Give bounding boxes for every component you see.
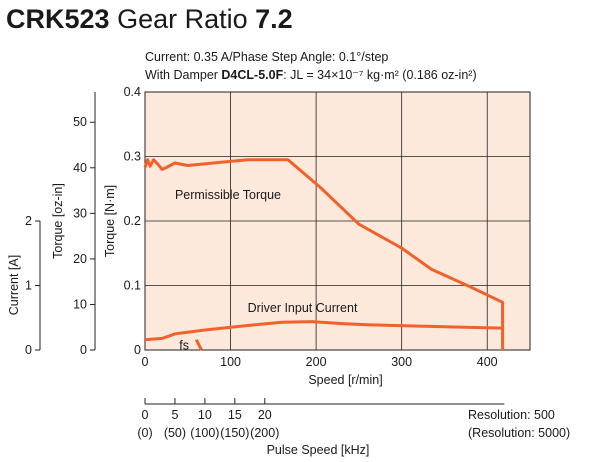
annotation-fs: fs bbox=[179, 338, 189, 352]
pulse-tick-label: 10 bbox=[198, 408, 212, 422]
pulse-axis-label: Pulse Speed [kHz] bbox=[267, 443, 370, 457]
pulse-tick-label: 0 bbox=[142, 408, 149, 422]
y-axis-label-current: Current [A] bbox=[7, 255, 21, 315]
annotation-driver-input-current: Driver Input Current bbox=[248, 301, 358, 315]
ozin-tick-label: 0 bbox=[80, 343, 87, 357]
x-tick-label: 100 bbox=[220, 355, 241, 369]
x-tick-label: 0 bbox=[142, 355, 149, 369]
series bbox=[143, 158, 505, 351]
x-tick-label: 400 bbox=[477, 355, 498, 369]
y-axis-label-ozin: Torque [oz-in] bbox=[51, 183, 65, 259]
current-tick-label: 1 bbox=[25, 279, 32, 293]
pulse-tick-label: 15 bbox=[228, 408, 242, 422]
ozin-tick-label: 20 bbox=[73, 252, 87, 266]
subtitle-line-2: With Damper D4CL-5.0F: JL = 34×10⁻⁷ kg·m… bbox=[145, 67, 477, 83]
pulse-tick-label-alt: (100) bbox=[190, 426, 219, 440]
subtitle-line-1: Current: 0.35 A/Phase Step Angle: 0.1°/s… bbox=[145, 50, 389, 64]
y-tick-label-nm: 0.1 bbox=[124, 279, 141, 293]
subtitle-suffix: : JL = 34×10⁻⁷ kg·m² (0.186 oz-in²) bbox=[283, 68, 477, 82]
pulse-tick-label: 5 bbox=[171, 408, 178, 422]
ozin-tick-label: 50 bbox=[73, 115, 87, 129]
y-axis-label-nm: Torque [N·m] bbox=[103, 185, 117, 257]
chart-title: CRK523 Gear Ratio 7.2 bbox=[6, 2, 293, 36]
series-fs bbox=[194, 339, 203, 351]
y-tick-label-nm: 0.3 bbox=[124, 150, 141, 164]
current-tick-label: 0 bbox=[25, 343, 32, 357]
gear-ratio-label: Gear Ratio bbox=[117, 4, 248, 34]
gear-ratio-value: 7.2 bbox=[255, 4, 293, 34]
x-tick-label: 300 bbox=[391, 355, 412, 369]
pulse-tick-label-alt: (200) bbox=[250, 426, 279, 440]
y-tick-label-nm: 0 bbox=[134, 343, 141, 357]
subtitle-prefix: With Damper bbox=[145, 68, 222, 82]
axes bbox=[35, 92, 505, 405]
pulse-tick-label-alt: (0) bbox=[137, 426, 152, 440]
pulse-tick-label-alt: (50) bbox=[164, 426, 186, 440]
resolution-note: Resolution: 500 bbox=[468, 408, 555, 422]
ozin-tick-label: 10 bbox=[73, 297, 87, 311]
pulse-tick-label-alt: (150) bbox=[220, 426, 249, 440]
resolution-note-alt: (Resolution: 5000) bbox=[468, 426, 570, 440]
y-tick-label-nm: 0.4 bbox=[124, 85, 141, 99]
x-tick-label: 200 bbox=[306, 355, 327, 369]
series-permissible-torque bbox=[143, 158, 505, 350]
damper-model: D4CL-5.0F bbox=[221, 68, 284, 82]
ozin-tick-label: 40 bbox=[73, 161, 87, 175]
y-tick-label-nm: 0.2 bbox=[124, 214, 141, 228]
current-tick-label: 2 bbox=[25, 214, 32, 228]
pulse-tick-label: 20 bbox=[258, 408, 272, 422]
model-name: CRK523 bbox=[6, 4, 110, 34]
annotation-permissible-torque: Permissible Torque bbox=[175, 188, 281, 202]
ozin-tick-label: 30 bbox=[73, 206, 87, 220]
series-driver-input-current bbox=[144, 320, 503, 342]
x-axis-label: Speed [r/min] bbox=[308, 373, 382, 387]
